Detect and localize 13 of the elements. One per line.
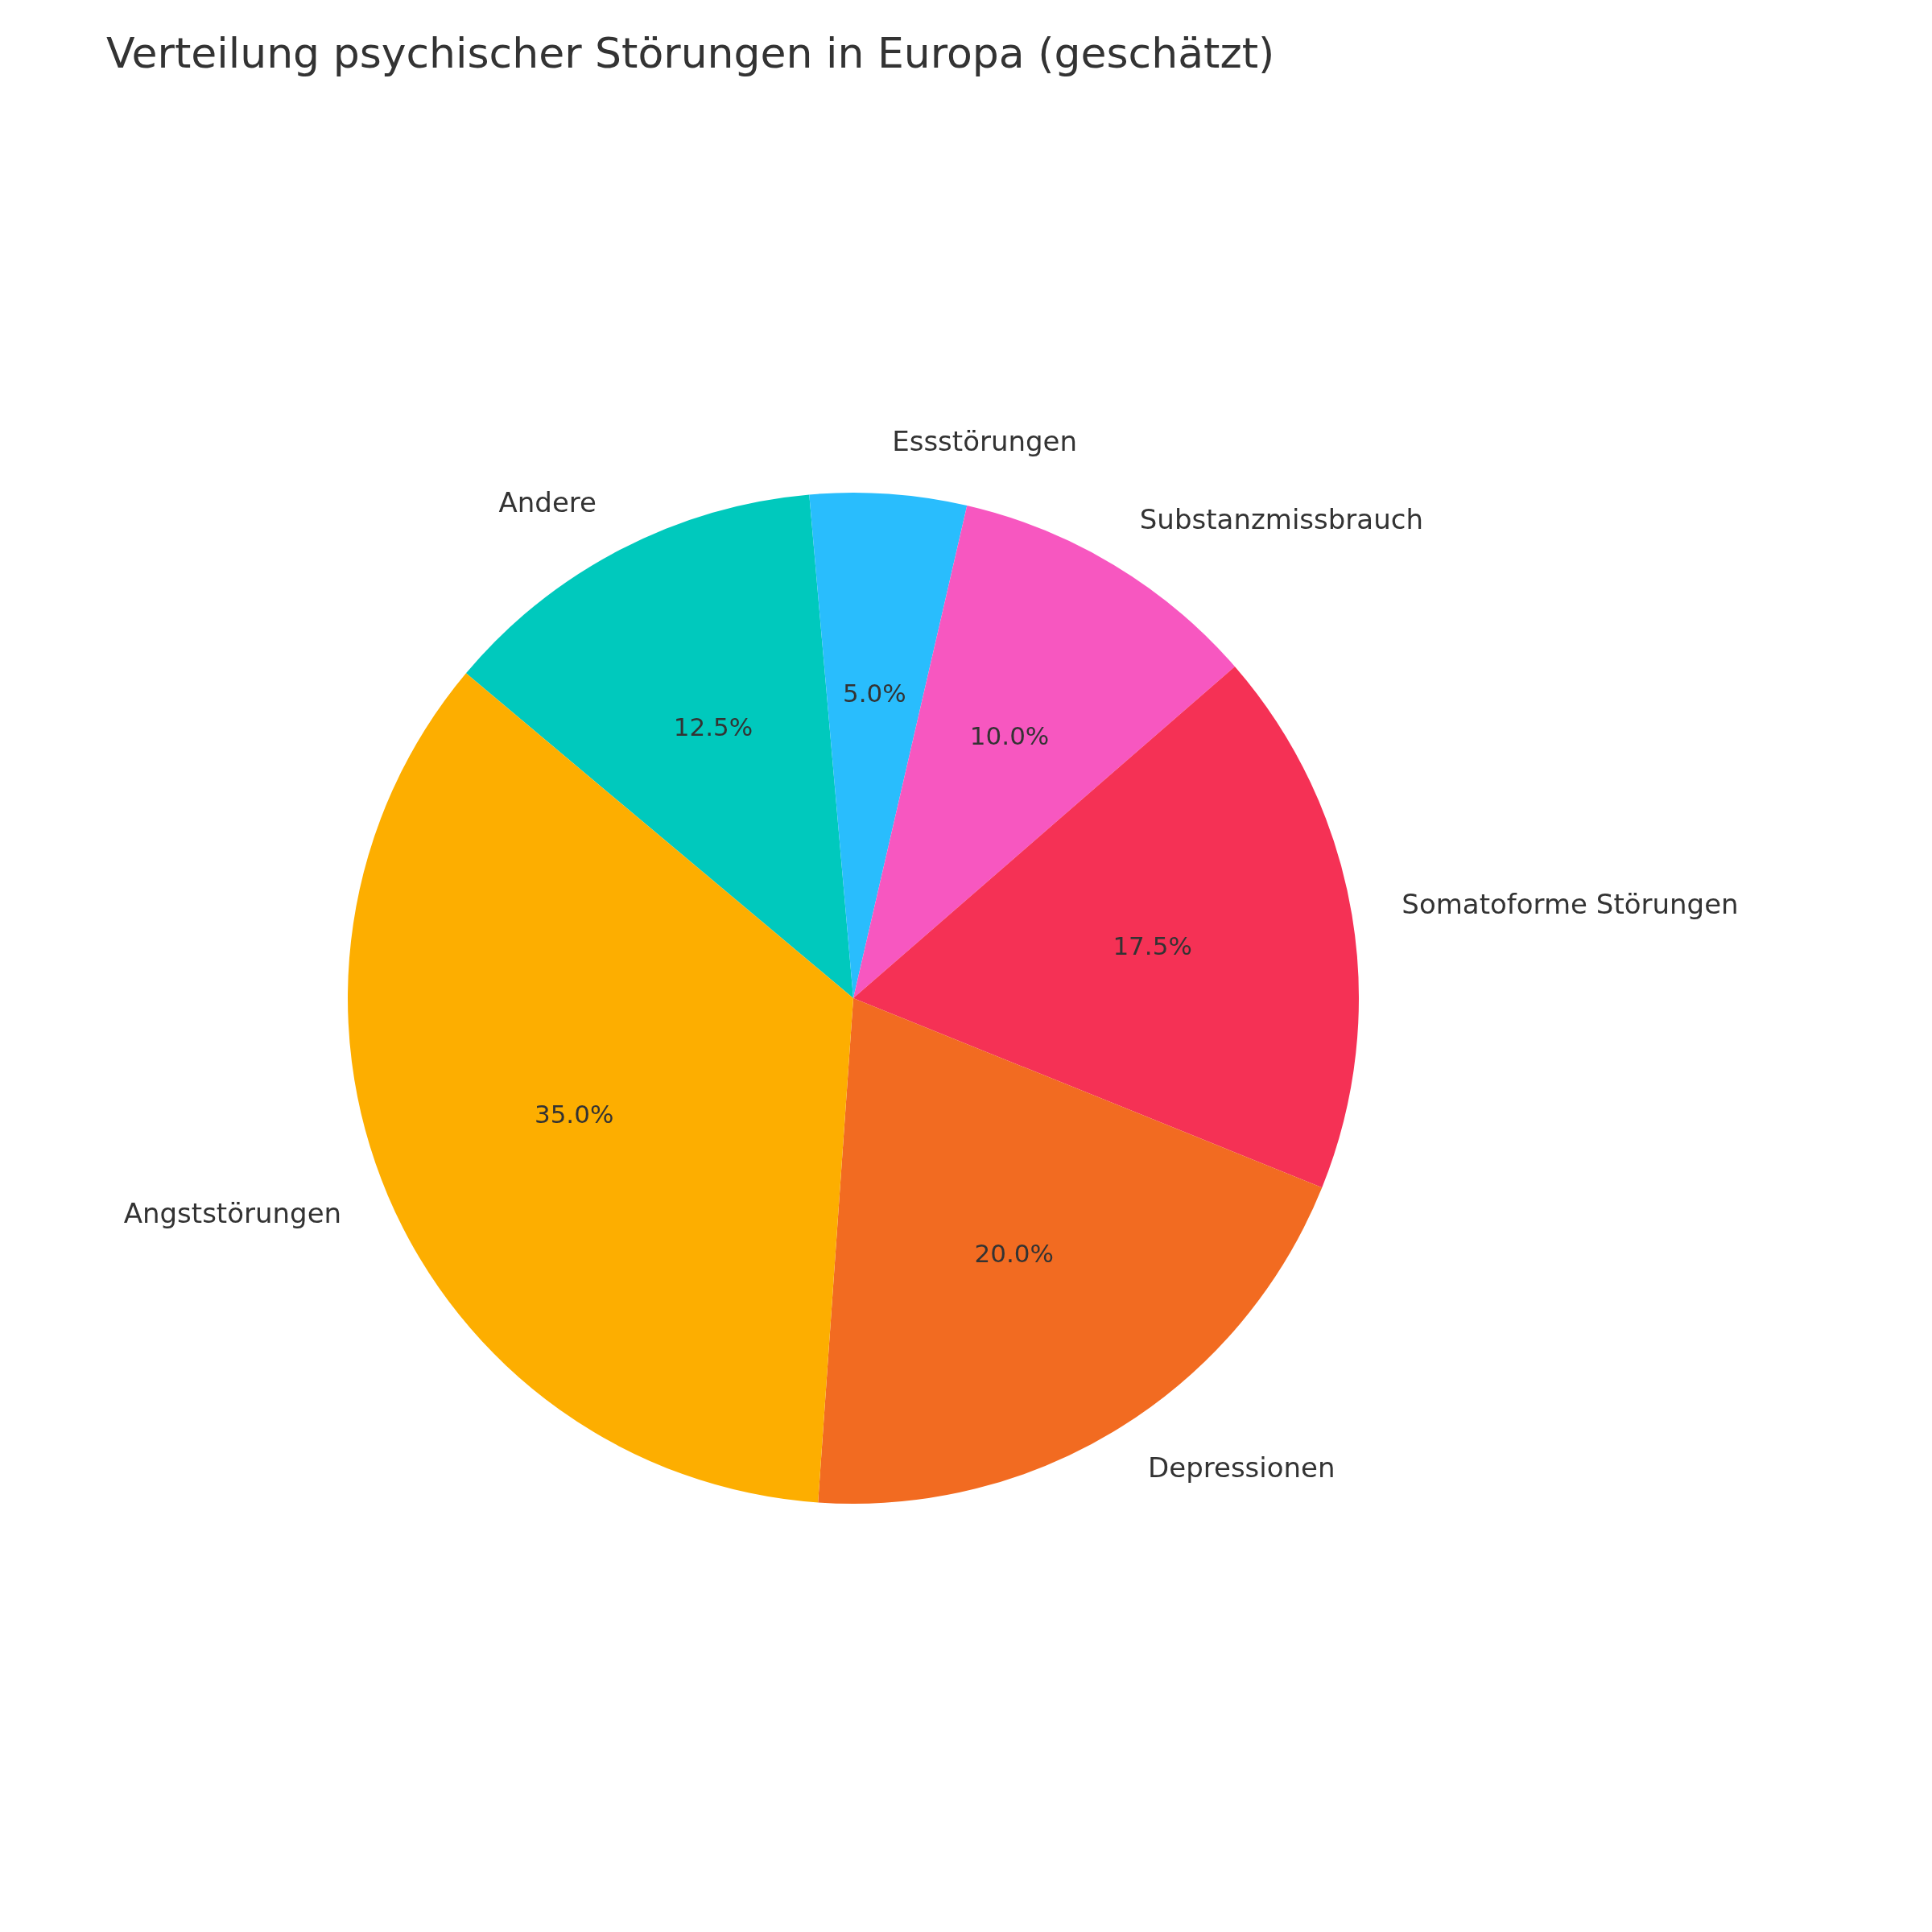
slice-label: Substanzmissbrauch <box>1139 502 1423 535</box>
slice-label: Essstörungen <box>892 424 1078 457</box>
data-label: 5.0% <box>842 679 906 708</box>
data-label: 10.0% <box>969 721 1050 751</box>
slice-label: Somatoforme Störungen <box>1402 887 1739 920</box>
data-label: 35.0% <box>534 1100 614 1129</box>
chart-title: Verteilung psychischer Störungen in Europa (geschätzt) <box>106 29 1275 77</box>
slice-label: Andere <box>498 486 597 519</box>
slice-label: Depressionen <box>1148 1451 1335 1484</box>
slice-label: Angststörungen <box>123 1196 342 1229</box>
data-label: 20.0% <box>974 1238 1054 1268</box>
data-label: 12.5% <box>673 712 753 741</box>
data-label: 17.5% <box>1113 931 1192 960</box>
